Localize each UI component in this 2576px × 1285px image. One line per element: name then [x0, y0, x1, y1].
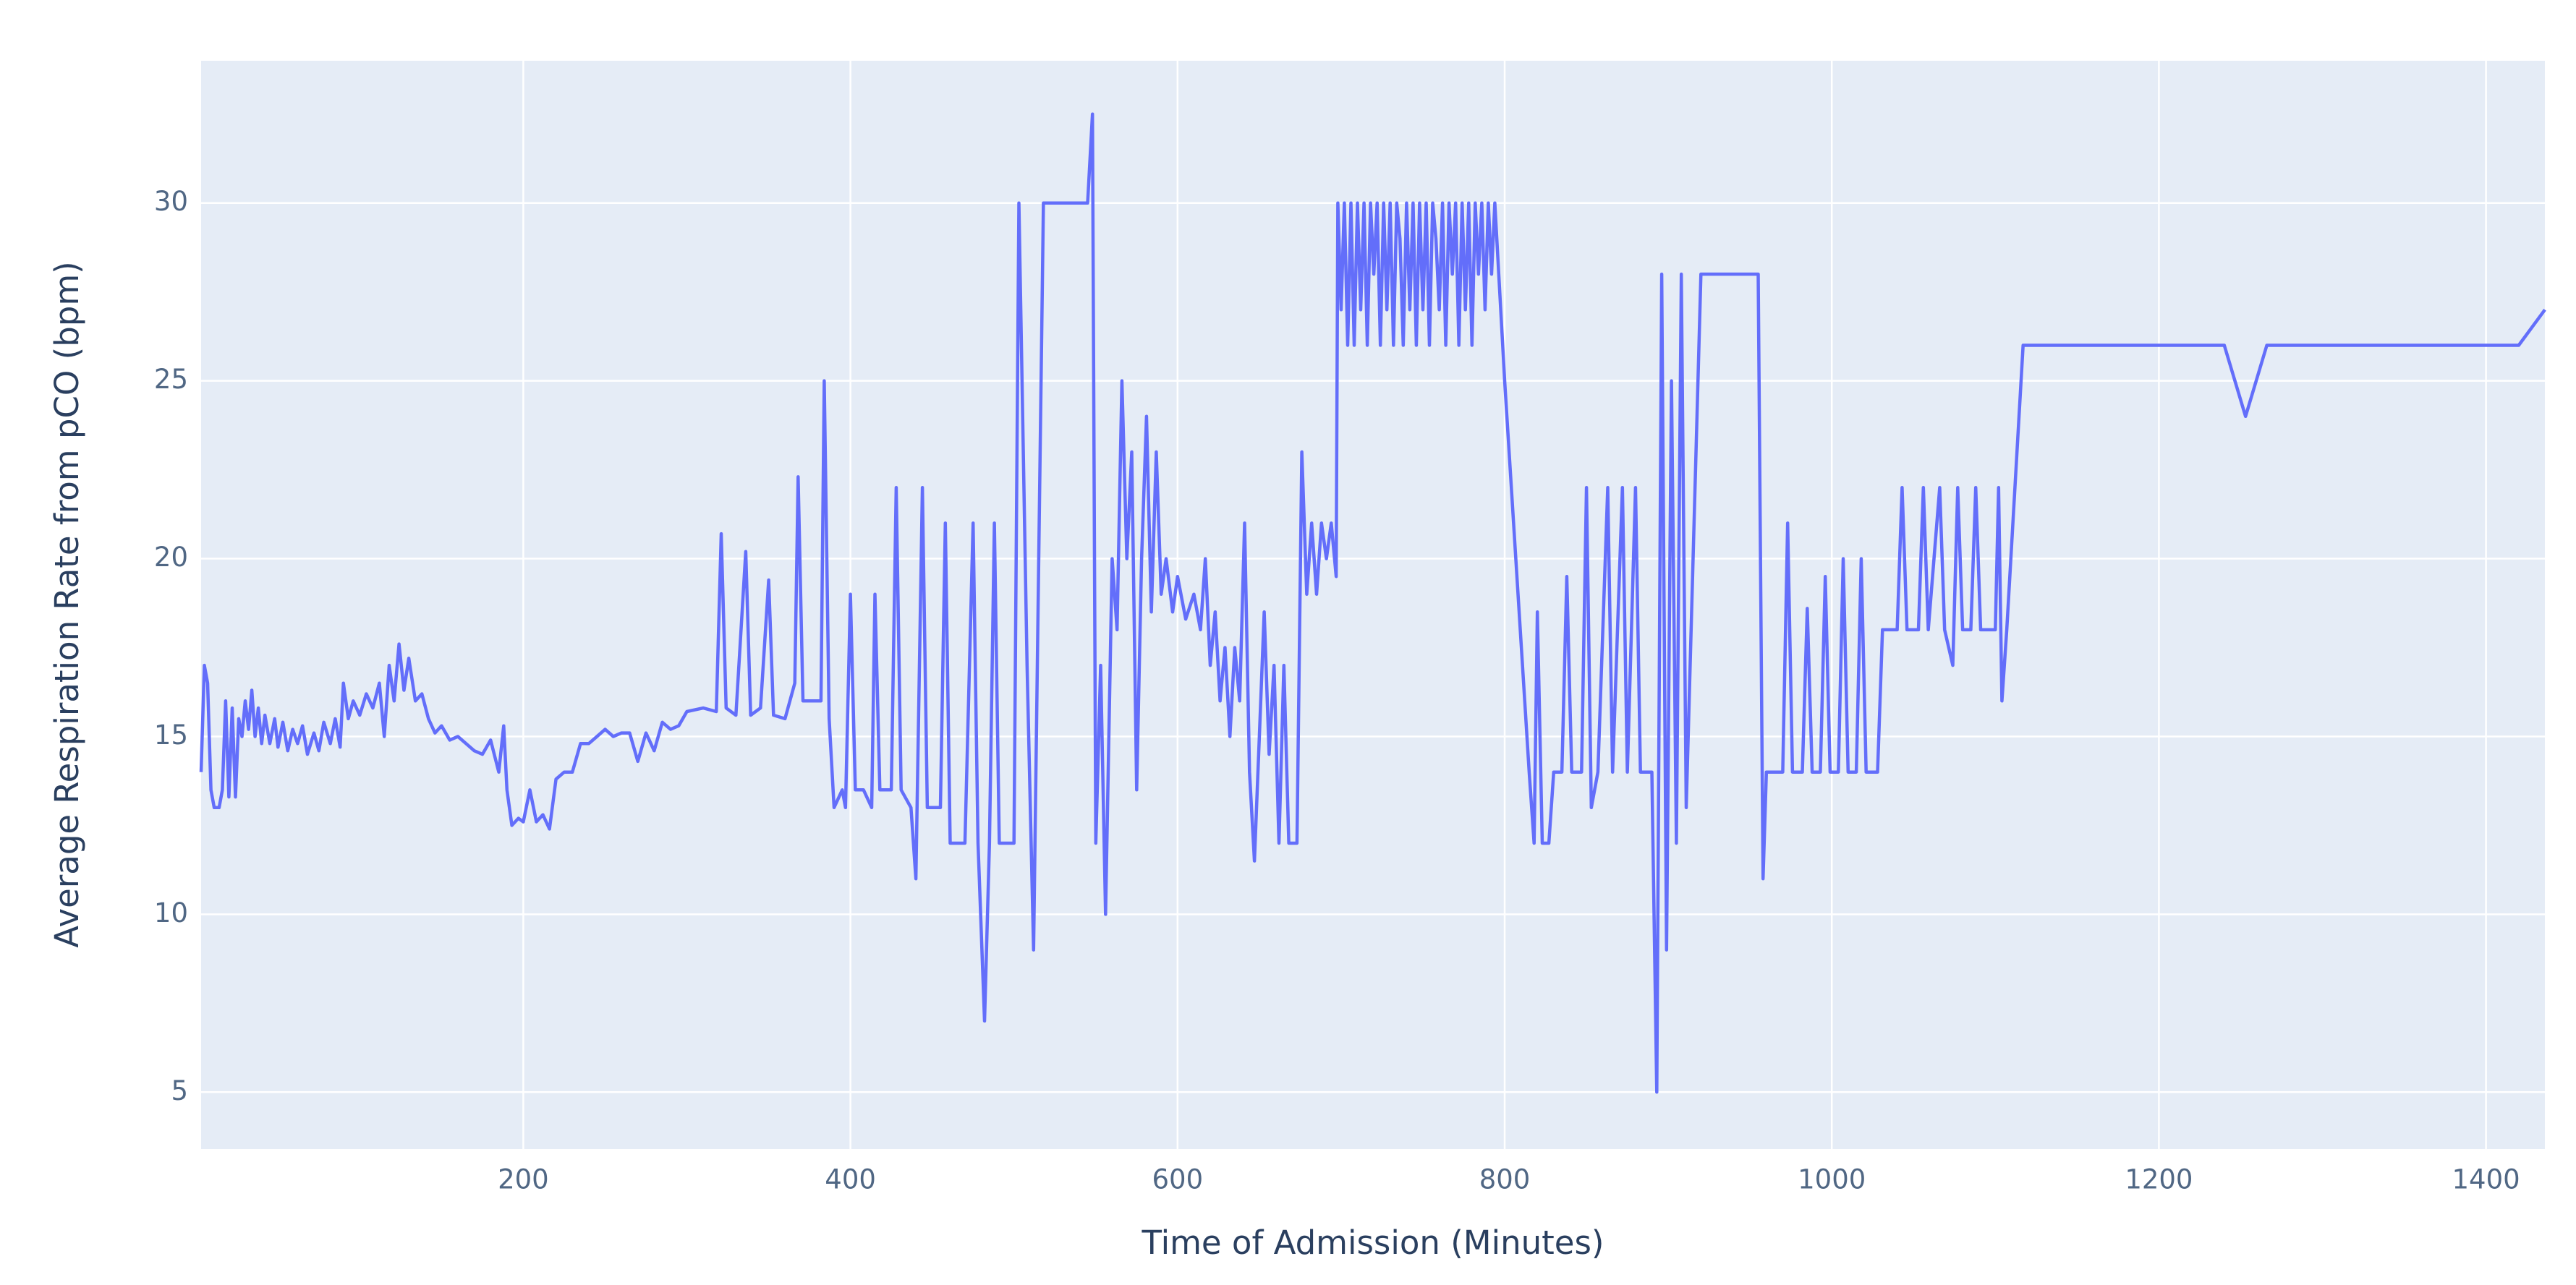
- y-tick-label: 20: [154, 542, 188, 573]
- x-tick-label: 1000: [1798, 1164, 1866, 1195]
- y-tick-label: 10: [154, 897, 188, 928]
- y-tick-label: 5: [171, 1075, 188, 1106]
- x-axis-title: Time of Admission (Minutes): [1141, 1224, 1604, 1262]
- data-line: [199, 112, 2546, 1094]
- y-axis-title: Average Respiration Rate from pCO (bpm): [48, 261, 86, 947]
- y-tick-label: 25: [154, 364, 188, 395]
- x-tick-label: 600: [1152, 1164, 1203, 1195]
- x-tick-label: 400: [825, 1164, 876, 1195]
- x-tick-label: 200: [498, 1164, 549, 1195]
- y-tick-label: 30: [154, 186, 188, 217]
- x-tick-label: 1200: [2125, 1164, 2193, 1195]
- y-tick-label: 15: [154, 720, 188, 751]
- x-tick-label: 1400: [2452, 1164, 2520, 1195]
- x-tick-label: 800: [1479, 1164, 1531, 1195]
